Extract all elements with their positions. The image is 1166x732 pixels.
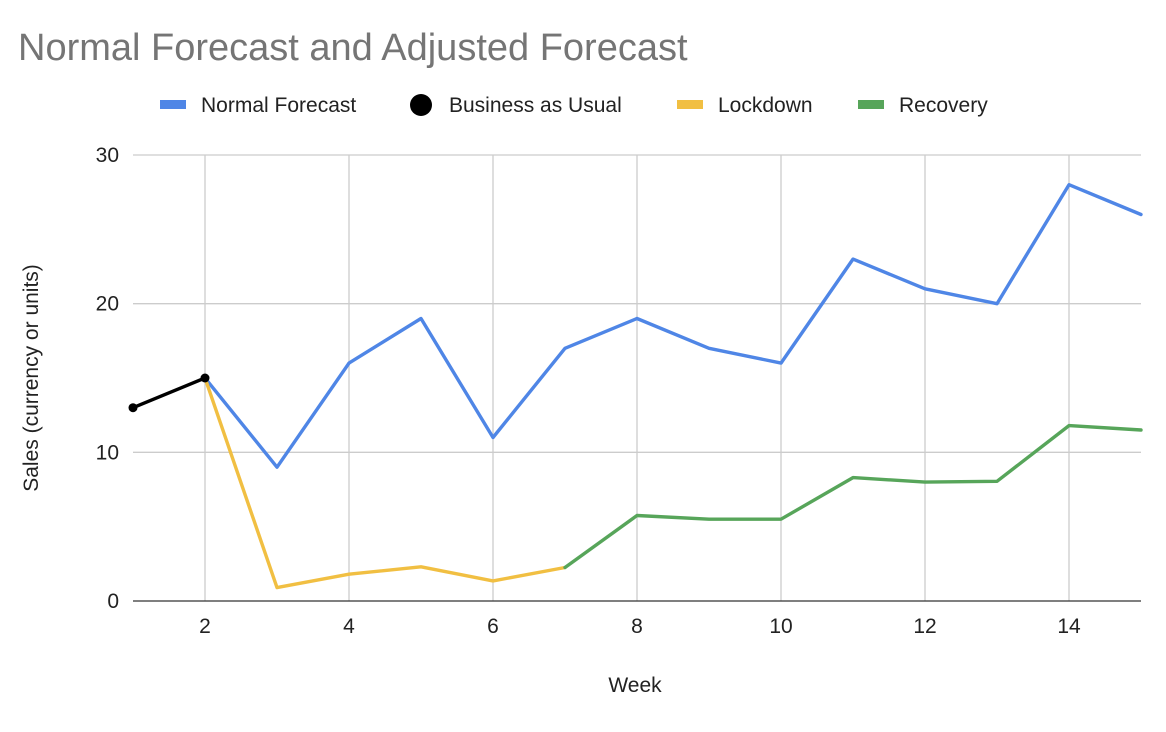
y-tick-label: 0 xyxy=(107,590,119,613)
legend-swatch-business-as-usual xyxy=(410,94,432,116)
x-tick-label: 12 xyxy=(913,615,936,638)
tick-labels: 0 10 20 30 2 4 6 8 10 12 14 xyxy=(96,144,1081,638)
data-point-business-as-usual xyxy=(128,403,138,413)
gridlines xyxy=(133,154,1141,601)
chart-title: Normal Forecast and Adjusted Forecast xyxy=(18,27,688,69)
series-line-normal-forecast xyxy=(203,182,1143,469)
y-tick-label: 30 xyxy=(96,144,119,167)
x-tick-label: 8 xyxy=(631,615,643,638)
series-points xyxy=(128,373,210,413)
x-axis-label: Week xyxy=(608,674,662,697)
series-line-business-as-usual xyxy=(131,376,207,410)
y-axis-label: Sales (currency or units) xyxy=(20,264,43,492)
legend-swatch-lockdown xyxy=(677,100,703,109)
y-tick-label: 20 xyxy=(96,293,119,316)
data-point-business-as-usual xyxy=(200,373,210,383)
legend-label-recovery: Recovery xyxy=(899,94,988,117)
x-tick-label: 2 xyxy=(199,615,211,638)
series-line-lockdown xyxy=(203,376,567,590)
x-tick-label: 14 xyxy=(1057,615,1081,638)
x-tick-label: 6 xyxy=(487,615,499,638)
legend: Normal Forecast Business as Usual Lockdo… xyxy=(160,94,988,117)
legend-label-normal-forecast: Normal Forecast xyxy=(201,94,356,117)
legend-label-business-as-usual: Business as Usual xyxy=(449,94,622,117)
series-lines xyxy=(131,182,1143,590)
x-tick-label: 4 xyxy=(343,615,355,638)
y-tick-label: 10 xyxy=(96,441,119,464)
series-line-recovery xyxy=(563,423,1143,570)
legend-label-lockdown: Lockdown xyxy=(718,94,813,117)
x-tick-label: 10 xyxy=(769,615,792,638)
legend-swatch-recovery xyxy=(858,100,884,109)
legend-swatch-normal-forecast xyxy=(160,100,186,109)
